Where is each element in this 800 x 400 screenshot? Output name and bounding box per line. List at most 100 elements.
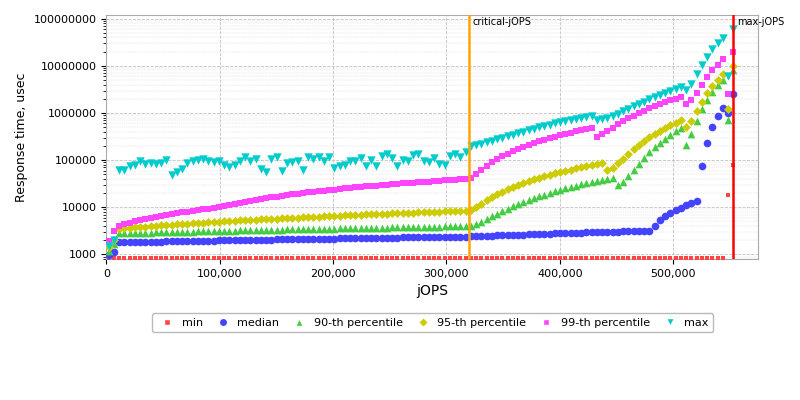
Point <box>522 254 535 261</box>
Point <box>312 213 325 220</box>
Point <box>265 226 278 233</box>
Point <box>727 63 740 69</box>
Point <box>438 177 451 184</box>
Point <box>564 254 577 261</box>
Point <box>344 235 357 242</box>
Point <box>632 160 645 167</box>
Point <box>716 34 729 41</box>
Point <box>107 237 120 244</box>
Point <box>543 230 556 237</box>
Point <box>322 226 335 232</box>
Point <box>606 112 619 119</box>
Point <box>486 254 498 261</box>
Point <box>302 254 314 261</box>
Point <box>664 132 677 138</box>
Point <box>370 224 382 231</box>
Point <box>601 229 614 235</box>
Point <box>154 222 167 229</box>
Point <box>606 164 619 171</box>
Point <box>638 108 650 114</box>
Point <box>580 163 593 169</box>
Point <box>664 122 677 128</box>
Point <box>359 183 372 190</box>
Point <box>275 168 288 174</box>
Point <box>580 229 593 236</box>
Point <box>296 190 309 196</box>
Point <box>443 223 456 230</box>
Point <box>296 214 309 220</box>
Point <box>181 254 194 261</box>
Point <box>538 254 550 261</box>
Point <box>412 151 425 157</box>
Point <box>559 254 572 261</box>
Point <box>118 167 130 173</box>
Point <box>118 230 130 236</box>
Point <box>102 238 115 244</box>
Point <box>412 209 425 216</box>
Point <box>359 225 372 231</box>
Point <box>422 254 435 261</box>
Point <box>296 236 309 242</box>
Point <box>386 155 398 162</box>
Point <box>459 233 472 240</box>
Point <box>548 254 561 261</box>
Point <box>375 224 388 231</box>
Point <box>417 179 430 185</box>
Point <box>160 254 173 261</box>
Point <box>638 138 650 144</box>
Point <box>212 228 225 234</box>
Point <box>680 202 693 208</box>
Point <box>102 255 115 262</box>
Point <box>480 216 493 222</box>
Point <box>359 211 372 218</box>
Point <box>123 230 136 236</box>
Point <box>202 228 214 234</box>
Point <box>291 190 304 197</box>
Point <box>191 220 204 226</box>
Point <box>238 199 251 205</box>
Point <box>391 181 404 187</box>
Point <box>218 237 230 244</box>
Point <box>570 116 582 122</box>
Point <box>543 172 556 178</box>
Point <box>354 184 367 190</box>
Point <box>202 158 214 165</box>
Point <box>496 208 509 214</box>
Point <box>711 113 724 120</box>
Point <box>695 98 708 105</box>
Point <box>490 210 503 217</box>
Point <box>596 160 609 166</box>
Point <box>475 167 488 173</box>
Point <box>585 254 598 261</box>
Point <box>391 224 404 230</box>
Point <box>638 155 650 161</box>
Point <box>695 163 708 169</box>
Point <box>181 238 194 244</box>
Point <box>102 248 115 254</box>
Point <box>522 127 535 134</box>
Point <box>643 254 656 261</box>
Point <box>270 236 283 243</box>
Point <box>186 228 199 235</box>
Point <box>128 218 141 225</box>
Point <box>312 188 325 194</box>
Point <box>307 214 320 220</box>
Point <box>370 235 382 241</box>
Point <box>680 254 693 261</box>
Point <box>228 254 241 261</box>
Point <box>402 224 414 230</box>
Point <box>223 254 236 261</box>
Point <box>611 121 624 128</box>
Point <box>281 159 294 166</box>
Point <box>443 254 456 261</box>
Point <box>223 202 236 208</box>
Point <box>632 110 645 116</box>
Point <box>459 223 472 229</box>
Point <box>480 139 493 146</box>
Point <box>443 234 456 240</box>
Point <box>380 182 393 188</box>
Point <box>170 210 183 216</box>
Point <box>212 218 225 225</box>
Point <box>312 154 325 160</box>
Point <box>422 159 435 165</box>
